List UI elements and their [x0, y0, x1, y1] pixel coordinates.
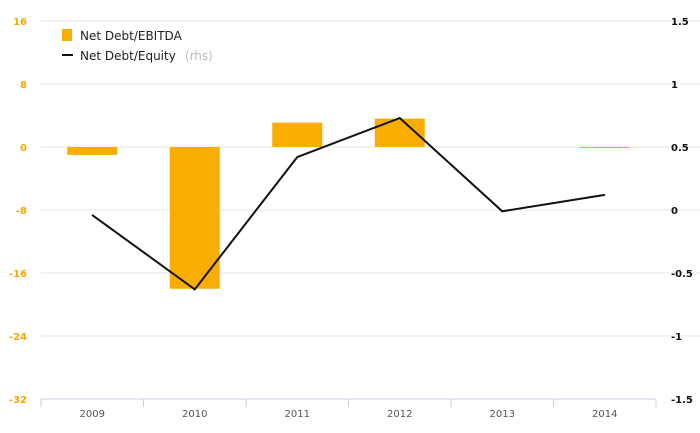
x-axis: 2009 2010 2011 2012 2013 2014	[40, 398, 657, 420]
right-tick-label: 1	[671, 80, 678, 91]
line-series	[91, 116, 606, 291]
legend-label-line: Net Debt/Equity (rhs)	[80, 45, 213, 64]
right-tick-label: 0.5	[671, 143, 689, 154]
bar-2009	[67, 147, 118, 155]
line-point-2014	[604, 194, 606, 196]
legend: Net Debt/EBITDA Net Debt/Equity (rhs)	[62, 29, 213, 64]
net-debt-equity-line	[91, 116, 605, 291]
right-tick-label: 0	[671, 206, 678, 217]
line-point-2009	[91, 214, 93, 216]
line-point-2013	[501, 210, 503, 212]
x-tick-label: 2012	[387, 409, 412, 420]
left-tick-label: 0	[20, 143, 27, 154]
x-tick-label: 2014	[592, 409, 617, 420]
x-tick-label: 2010	[182, 409, 207, 420]
gridlines	[41, 20, 700, 337]
left-y-axis: 16 8 0 -8 -16 -24 -32	[9, 17, 27, 406]
bar-2010	[169, 147, 220, 289]
left-tick-label: -24	[9, 332, 27, 343]
right-tick-label: 1.5	[671, 17, 689, 28]
left-tick-label: 8	[20, 80, 27, 91]
right-tick-label: -1	[671, 332, 682, 343]
left-tick-label: 16	[13, 17, 27, 28]
x-tick-label: 2011	[285, 409, 310, 420]
bar-2011	[272, 122, 323, 147]
legend-label-bar: Net Debt/EBITDA	[80, 29, 183, 43]
legend-label-line-suffix: (rhs)	[185, 49, 213, 63]
legend-swatch-bar	[62, 29, 72, 41]
line-point-2011	[296, 156, 298, 158]
left-tick-label: -8	[16, 206, 27, 217]
right-y-axis: 1.5 1 0.5 0 -0.5 -1 -1.5	[671, 17, 693, 406]
right-tick-label: -0.5	[671, 269, 693, 280]
left-tick-label: -32	[9, 395, 27, 406]
x-tick-label: 2013	[490, 409, 515, 420]
right-tick-label: -1.5	[671, 395, 693, 406]
left-tick-label: -16	[9, 269, 27, 280]
legend-label-line-name: Net Debt/Equity	[80, 49, 176, 63]
x-tick-label: 2009	[80, 409, 105, 420]
line-point-2012	[399, 117, 401, 119]
line-point-2010	[194, 288, 196, 290]
bar-2014	[579, 147, 630, 148]
